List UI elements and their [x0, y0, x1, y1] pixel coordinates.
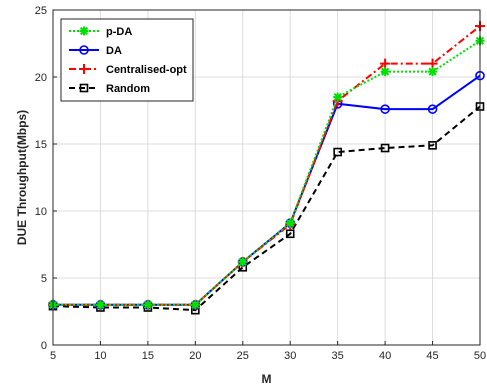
legend-marker-random: [79, 83, 89, 93]
point-p-da-d2: [333, 93, 342, 102]
point-p-da-d2: [96, 300, 105, 309]
legend-marker-da: [79, 45, 89, 55]
plot-area-frame: [52, 9, 481, 346]
point-p-da: [428, 67, 438, 77]
legend: p-DA DA Centralised-opt Random: [60, 18, 194, 102]
y-axis-label: DUE Throughput(Mbps): [15, 110, 29, 245]
legend-label-centralised-opt: Centralised-opt: [106, 64, 187, 76]
x-tick-label: 40: [379, 350, 391, 362]
point-p-da: [143, 300, 153, 310]
point-random-shape: [428, 141, 437, 150]
x-tick-label: 25: [237, 350, 249, 362]
series-line-p-da: [53, 39, 481, 306]
x-tick-label: 15: [142, 350, 154, 362]
point-da-shape: [380, 104, 390, 114]
point-da: [380, 104, 390, 114]
x-axis-label: M: [262, 372, 272, 386]
y-tick-label: 10: [35, 206, 47, 218]
point-p-da-d2: [428, 67, 437, 76]
point-random: [428, 141, 437, 150]
point-random-shape: [285, 229, 295, 239]
legend-marker-p-da-d2: [79, 26, 89, 36]
point-p-da-d2: [286, 218, 295, 228]
y-tick-label: 15: [35, 139, 47, 151]
legend-marker-random-shape: [79, 83, 89, 93]
series-line-da: [53, 74, 481, 306]
legend-marker-centralised-opt: [79, 64, 89, 74]
point-random-shape: [380, 143, 390, 153]
point-p-da: [95, 300, 105, 310]
point-p-da-d2: [143, 300, 152, 309]
point-centralised-opt: [427, 58, 438, 69]
x-tick-label: 30: [284, 350, 296, 362]
point-p-da: [285, 218, 295, 228]
x-tick-label: 10: [94, 350, 106, 362]
point-p-da: [380, 67, 390, 77]
legend-marker-da-shape: [79, 45, 89, 55]
point-da-shape: [427, 104, 438, 114]
series-lines: [48, 21, 485, 315]
legend-label-da: DA: [106, 45, 122, 57]
point-random: [333, 147, 342, 157]
series-line-random: [52, 105, 481, 312]
y-tick-label: 0: [41, 340, 47, 352]
point-p-da: [238, 257, 248, 267]
point-p-da: [190, 300, 200, 310]
point-da: [427, 104, 438, 114]
x-tick-label: 50: [474, 350, 486, 362]
point-p-da-d2: [381, 67, 390, 76]
point-random: [380, 143, 390, 153]
legend-label-random: Random: [106, 83, 150, 95]
legend-marker-p-da: [79, 26, 89, 36]
y-tick-label: 20: [35, 72, 47, 84]
x-tick-label: 5: [50, 350, 56, 362]
point-p-da-d2: [238, 257, 247, 267]
x-tick-label: 20: [189, 350, 201, 362]
y-tick-label: 25: [35, 5, 47, 17]
point-centralised-opt: [380, 58, 391, 69]
point-p-da-d2: [191, 300, 200, 309]
y-tick-label: 5: [41, 273, 47, 285]
point-p-da: [333, 92, 343, 102]
point-random-shape: [333, 147, 342, 157]
legend-label-p-da: p-DA: [106, 26, 132, 38]
point-random: [285, 229, 295, 239]
x-tick-label: 45: [426, 350, 438, 362]
x-tick-label: 35: [332, 350, 344, 362]
